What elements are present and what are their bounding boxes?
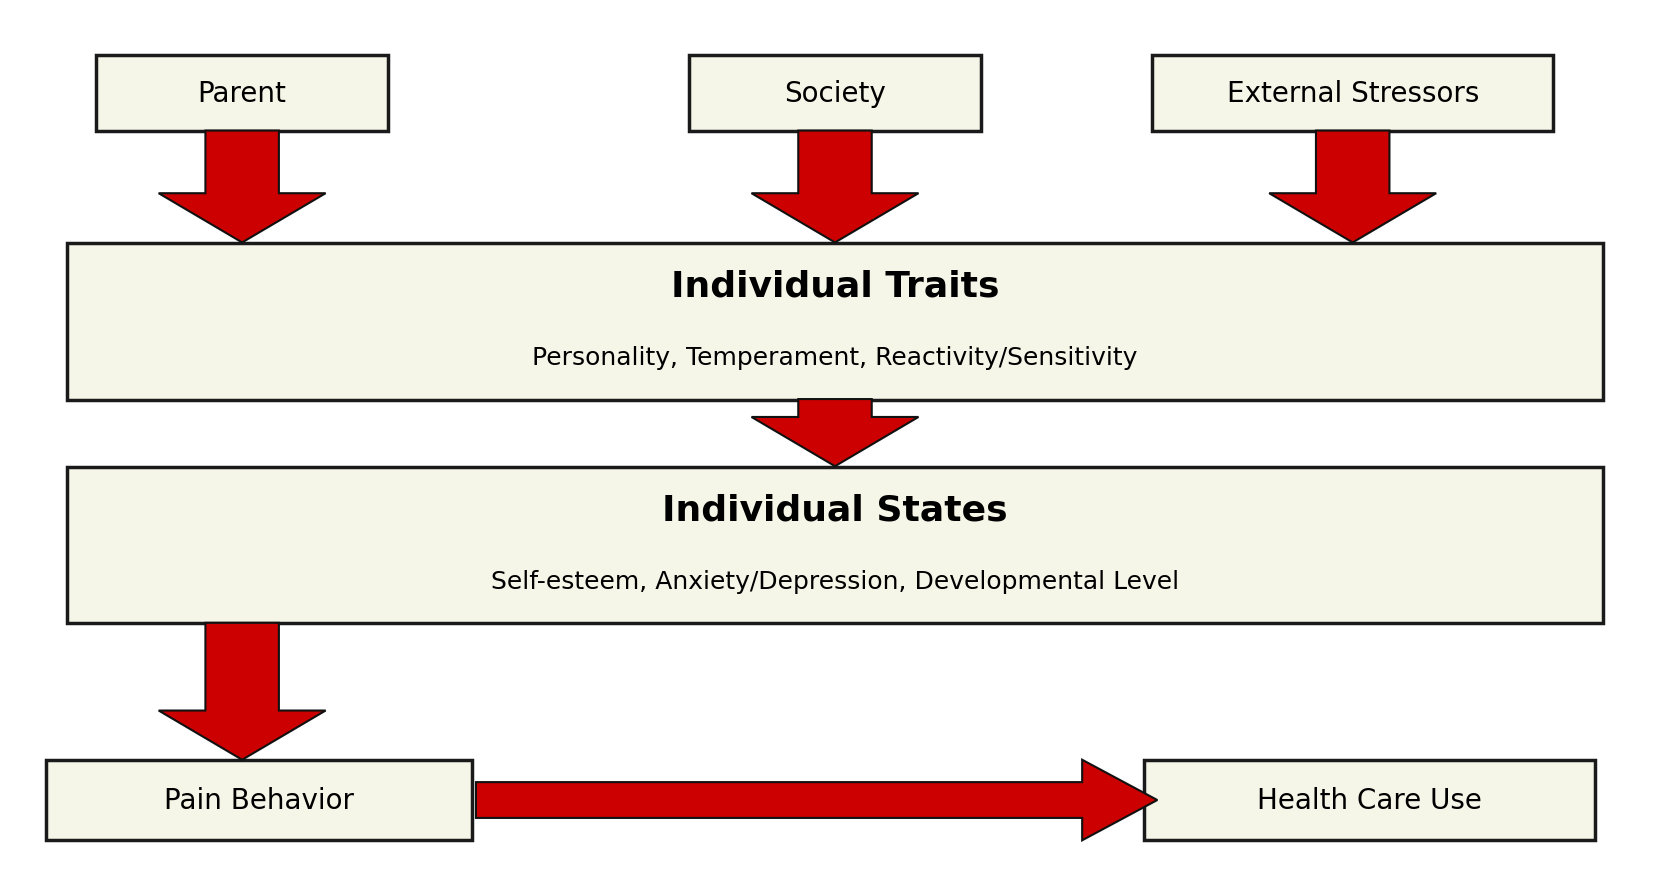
Text: Self-esteem, Anxiety/Depression, Developmental Level: Self-esteem, Anxiety/Depression, Develop… bbox=[491, 569, 1179, 593]
Text: Health Care Use: Health Care Use bbox=[1258, 786, 1481, 814]
Text: Pain Behavior: Pain Behavior bbox=[164, 786, 354, 814]
Text: Parent: Parent bbox=[197, 80, 287, 108]
Polygon shape bbox=[476, 760, 1157, 840]
FancyBboxPatch shape bbox=[67, 243, 1603, 401]
Text: External Stressors: External Stressors bbox=[1226, 80, 1480, 108]
FancyBboxPatch shape bbox=[688, 55, 980, 131]
Polygon shape bbox=[1269, 131, 1436, 243]
FancyBboxPatch shape bbox=[1144, 760, 1595, 840]
Polygon shape bbox=[159, 131, 326, 243]
FancyBboxPatch shape bbox=[95, 55, 387, 131]
Polygon shape bbox=[752, 400, 918, 467]
FancyBboxPatch shape bbox=[45, 760, 471, 840]
Text: Individual States: Individual States bbox=[663, 493, 1007, 527]
Text: Society: Society bbox=[785, 80, 885, 108]
FancyBboxPatch shape bbox=[67, 467, 1603, 624]
Polygon shape bbox=[159, 623, 326, 760]
Text: Individual Traits: Individual Traits bbox=[671, 269, 999, 303]
Text: Personality, Temperament, Reactivity/Sensitivity: Personality, Temperament, Reactivity/Sen… bbox=[533, 346, 1137, 369]
FancyBboxPatch shape bbox=[1152, 55, 1553, 131]
Polygon shape bbox=[752, 131, 918, 243]
